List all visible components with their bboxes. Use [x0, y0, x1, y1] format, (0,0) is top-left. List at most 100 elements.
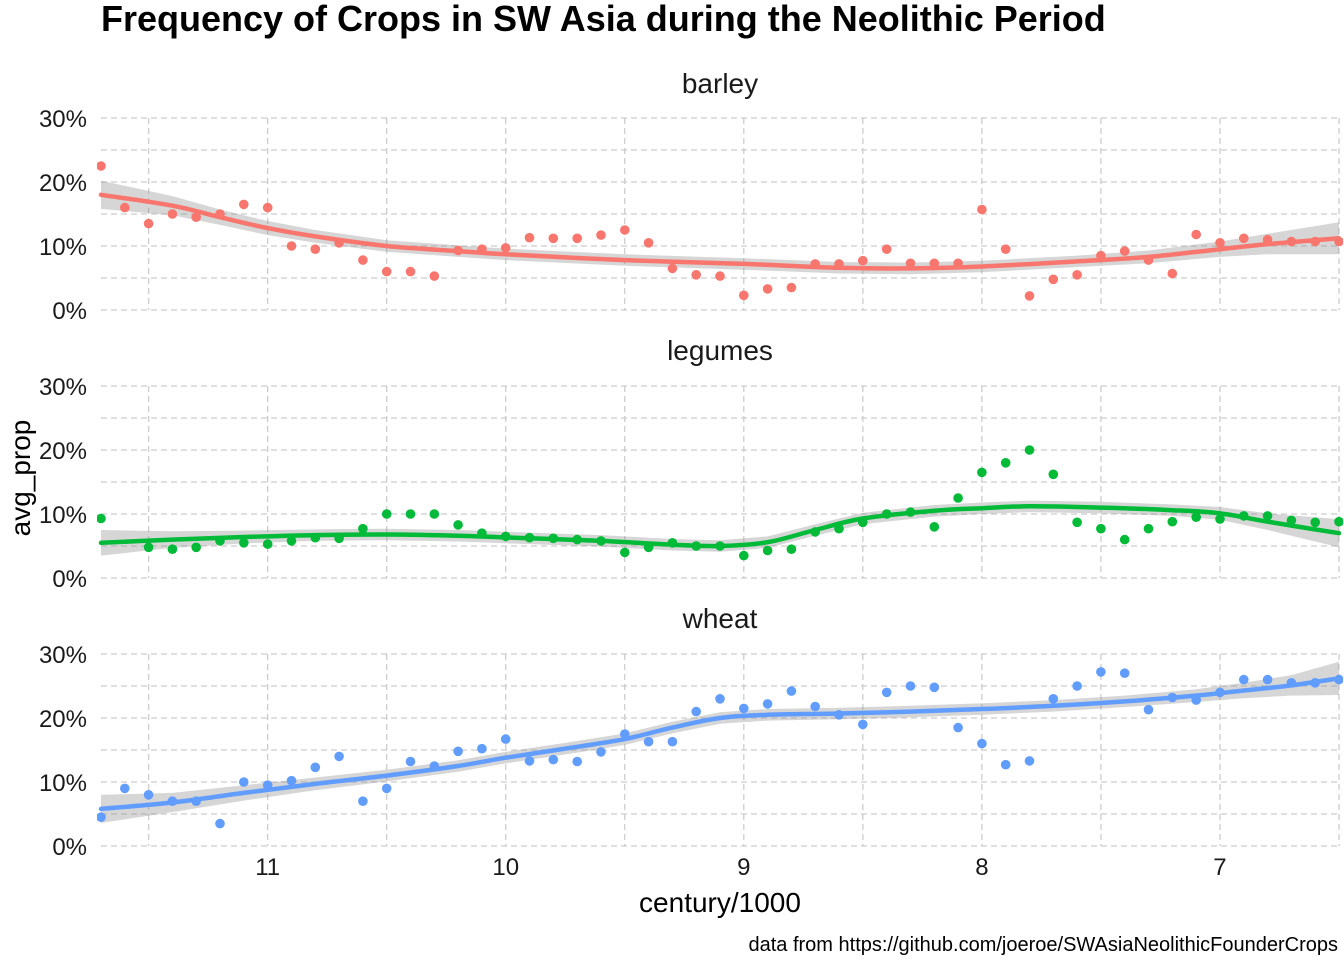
- data-point: [1048, 694, 1059, 704]
- data-point: [120, 783, 130, 794]
- data-point: [1262, 674, 1273, 685]
- data-point: [905, 681, 916, 691]
- data-point: [262, 539, 273, 549]
- x-axis-label: century/1000: [639, 887, 801, 918]
- data-point: [667, 736, 678, 747]
- data-point: [1000, 759, 1011, 770]
- data-point: [715, 694, 725, 704]
- data-point: [358, 523, 368, 534]
- y-tick-label: 20%: [39, 706, 87, 733]
- data-point: [381, 783, 392, 794]
- panel-strip-label: barley: [682, 68, 758, 99]
- panel-strip-label: legumes: [667, 335, 773, 366]
- data-point: [977, 467, 987, 478]
- data-point: [1334, 516, 1343, 527]
- data-point: [524, 756, 535, 766]
- data-point: [143, 542, 154, 553]
- data-point: [858, 719, 868, 730]
- y-axis-label: avg_prop: [5, 420, 36, 537]
- data-point: [334, 751, 344, 762]
- data-point: [667, 263, 678, 274]
- data-point: [548, 754, 559, 765]
- data-point: [500, 243, 511, 253]
- data-point: [620, 225, 630, 235]
- data-point: [310, 244, 321, 254]
- data-point: [97, 812, 106, 822]
- smooth-line: [98, 504, 1342, 549]
- data-point: [429, 271, 440, 281]
- panel-wheat: wheat 0% 10% 20% 30%: [39, 603, 1343, 861]
- data-point: [1191, 512, 1201, 522]
- x-tick-label: 11: [255, 854, 280, 881]
- data-point: [453, 520, 463, 530]
- x-tick-label: 9: [737, 854, 750, 881]
- data-point: [977, 738, 987, 749]
- data-point: [286, 775, 297, 786]
- data-point: [881, 687, 892, 698]
- data-point: [191, 542, 201, 553]
- data-point: [1119, 668, 1130, 678]
- data-point: [1286, 515, 1297, 526]
- panel-barley: barley 0% 10% 20% 30%: [39, 68, 1343, 325]
- y-tick-label: 20%: [39, 438, 87, 465]
- data-point: [239, 199, 249, 210]
- data-point: [786, 544, 797, 554]
- data-point: [286, 536, 297, 546]
- gridlines: [101, 385, 1340, 579]
- data-point: [572, 233, 582, 244]
- data-point: [691, 270, 701, 280]
- chart-panels: barley0%10%20%30%legumes0%10%20%30%wheat…: [39, 68, 1343, 861]
- data-point: [1072, 270, 1082, 280]
- data-point: [120, 202, 130, 213]
- x-axis: 11 10 9 8 7: [255, 854, 1226, 881]
- data-point: [524, 232, 535, 243]
- data-point: [762, 699, 773, 709]
- data-point: [1239, 233, 1249, 244]
- y-tick-label: 0%: [52, 834, 87, 861]
- data-point: [1072, 517, 1082, 528]
- x-tick-label: 8: [975, 854, 988, 881]
- data-point: [762, 545, 773, 556]
- data-point: [1191, 229, 1201, 240]
- y-tick-label: 10%: [39, 502, 87, 529]
- data-point: [881, 244, 892, 254]
- data-point: [1119, 246, 1130, 256]
- data-point: [1072, 681, 1082, 691]
- y-tick-label: 20%: [39, 170, 87, 197]
- data-point: [1167, 268, 1178, 279]
- data-point: [1024, 445, 1035, 455]
- data-point: [1310, 517, 1320, 528]
- y-tick-label: 10%: [39, 770, 87, 797]
- confidence-band: [101, 661, 1339, 823]
- data-point: [191, 212, 201, 222]
- data-point: [405, 756, 416, 767]
- data-point: [548, 233, 559, 244]
- data-point: [596, 230, 606, 240]
- data-point: [953, 493, 963, 503]
- data-point: [620, 547, 630, 558]
- data-point: [262, 202, 273, 213]
- data-point: [405, 509, 416, 519]
- data-point: [643, 736, 654, 747]
- x-tick-label: 10: [492, 854, 519, 881]
- data-point: [167, 209, 178, 219]
- panel-legumes: legumes 0% 10% 20% 30%: [39, 335, 1343, 593]
- data-point: [929, 258, 940, 269]
- y-tick-label: 0%: [52, 298, 87, 325]
- gridlines: [101, 117, 1340, 311]
- data-point: [739, 703, 749, 714]
- data-point: [286, 241, 297, 251]
- data-point: [358, 796, 368, 806]
- data-point: [1119, 534, 1130, 545]
- data-point: [453, 746, 463, 757]
- data-point: [1048, 469, 1059, 480]
- data-point: [1215, 514, 1225, 524]
- data-point: [97, 161, 106, 171]
- panel-content: [97, 445, 1343, 561]
- data-point: [929, 522, 940, 532]
- chart-caption: data from https://github.com/joeroe/SWAs…: [748, 934, 1338, 956]
- data-point: [143, 790, 154, 800]
- data-point: [167, 544, 178, 554]
- data-point: [929, 682, 940, 693]
- y-tick-label: 10%: [39, 234, 87, 261]
